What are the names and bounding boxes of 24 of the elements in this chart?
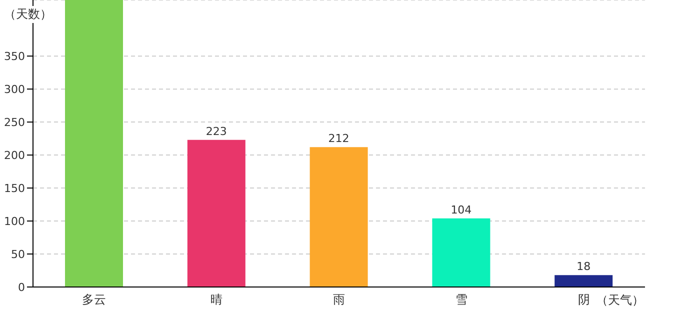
data-label: 104 [450, 203, 472, 216]
x-axis-title: （天气） [596, 292, 644, 309]
x-tick-label: 雨 [333, 292, 345, 307]
data-label: 223 [206, 124, 227, 138]
y-tick-label: 300 [4, 82, 25, 96]
y-tick-label: 0 [18, 280, 25, 294]
y-tick-label: 150 [4, 182, 25, 195]
bar [65, 0, 123, 287]
data-label: 212 [328, 132, 350, 146]
y-tick-label: 100 [4, 214, 25, 228]
y-tick-label: 250 [4, 116, 25, 129]
y-axis-title: （天数） [4, 6, 52, 23]
x-tick-label: 雪 [455, 292, 468, 307]
x-tick-label: 晴 [210, 292, 223, 307]
data-label: 18 [576, 260, 591, 274]
bar [187, 140, 246, 287]
y-tick-label: 350 [4, 50, 25, 63]
bar [432, 218, 490, 287]
y-tick-label: 200 [4, 148, 25, 162]
y-tick-label: 50 [11, 248, 25, 261]
bar [554, 275, 613, 287]
x-tick-label: 阴 [578, 292, 590, 307]
bar [310, 147, 368, 287]
x-tick-label: 多云 [82, 292, 106, 307]
